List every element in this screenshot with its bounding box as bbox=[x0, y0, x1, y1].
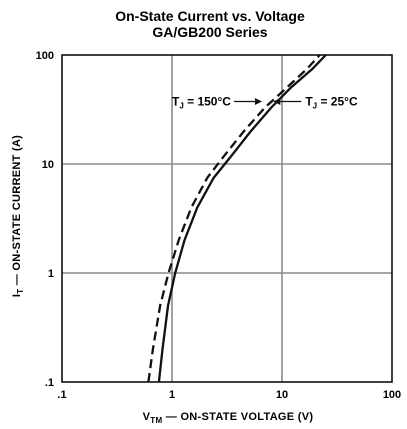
arrowhead-150c bbox=[254, 97, 262, 105]
y-tick-label: .1 bbox=[45, 377, 54, 389]
chart-subtitle: GA/GB200 Series bbox=[152, 24, 267, 40]
plot-frame bbox=[61, 54, 393, 383]
annotation-150c: TJ = 150°C bbox=[172, 94, 231, 110]
plot-area: .1 1 10 100 .1 1 10 100 TJ = 150°C TJ = 25°C bbox=[36, 50, 402, 401]
series-line-25c bbox=[157, 54, 327, 383]
chart-title: On-State Current vs. Voltage bbox=[115, 8, 305, 24]
x-tick-label: 10 bbox=[276, 389, 288, 401]
y-tick-label: 1 bbox=[48, 268, 54, 280]
series-line-150c bbox=[147, 54, 321, 383]
y-axis-label: IT — ON-STATE CURRENT (A) bbox=[11, 135, 25, 297]
y-tick-label: 10 bbox=[42, 159, 54, 171]
y-tick-label: 100 bbox=[36, 50, 54, 62]
annotation-25c: TJ = 25°C bbox=[305, 94, 358, 110]
arrowhead-25c bbox=[273, 97, 281, 105]
x-axis-label: VTM — ON-STATE VOLTAGE (V) bbox=[143, 411, 314, 425]
x-tick-label: 1 bbox=[169, 389, 175, 401]
x-tick-label: .1 bbox=[57, 389, 66, 401]
x-tick-label: 100 bbox=[383, 389, 401, 401]
